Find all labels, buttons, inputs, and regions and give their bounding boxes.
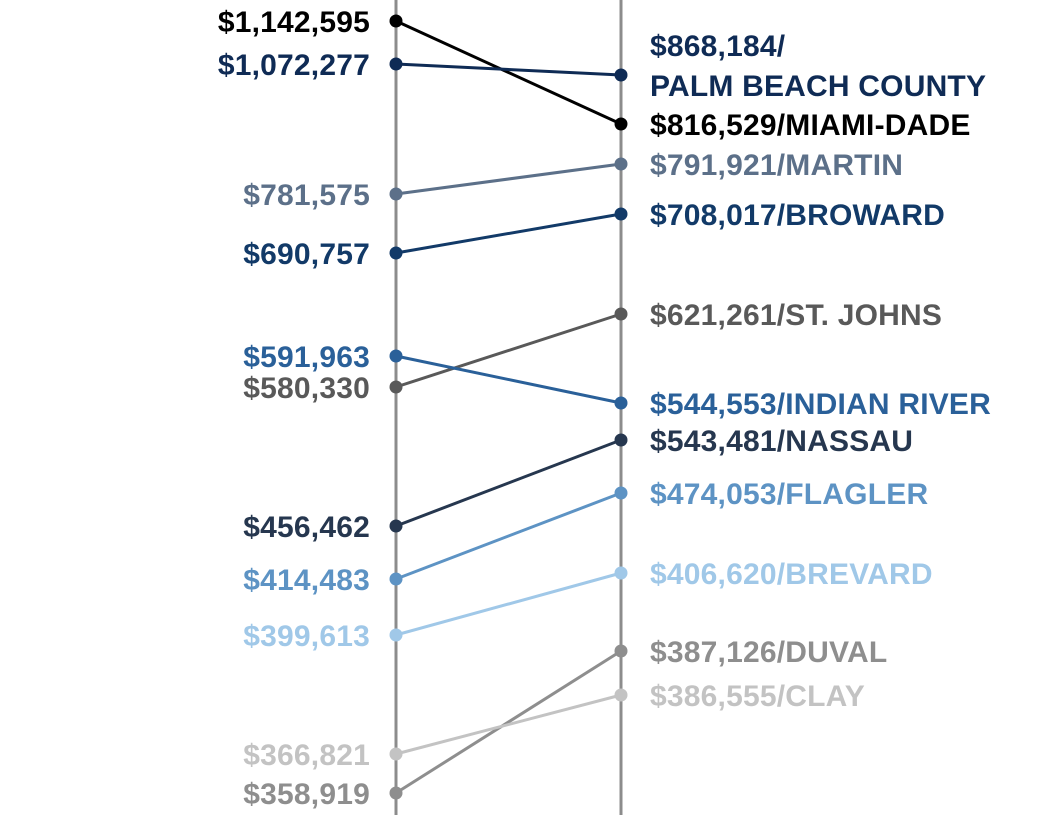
start-point-martin <box>389 187 403 201</box>
start-label-indian-river: $591,963 <box>243 341 370 374</box>
slope-line-broward <box>395 212 622 255</box>
start-label-duval: $358,919 <box>243 778 370 811</box>
start-label-clay: $366,821 <box>243 739 370 772</box>
end-point-st-johns <box>614 307 628 321</box>
start-point-flagler <box>389 572 403 586</box>
end-point-martin <box>614 157 628 171</box>
end-point-indian-river <box>614 396 628 410</box>
slope-lines <box>395 19 622 795</box>
start-point-broward <box>389 246 403 260</box>
end-label-duval: $387,126/DUVAL <box>650 636 887 669</box>
end-point-flagler <box>614 486 628 500</box>
end-label-palm-beach-county: $868,184/PALM BEACH COUNTY <box>650 30 986 103</box>
start-label-nassau: $456,462 <box>243 511 370 544</box>
start-point-palm-beach-county <box>389 57 403 71</box>
slope-labels: $1,142,595 $816,529/MIAMI-DADE $1,072,277 $… <box>218 6 991 811</box>
end-label-st-johns: $621,261/ST. JOHNS <box>650 299 942 332</box>
start-point-clay <box>389 747 403 761</box>
start-label-palm-beach-county: $1,072,277 <box>218 49 370 82</box>
end-label-martin: $791,921/MARTIN <box>650 149 903 182</box>
end-point-brevard <box>614 566 628 580</box>
end-point-nassau <box>614 433 628 447</box>
slope-line-indian-river <box>395 354 622 405</box>
end-label-brevard: $406,620/BREVARD <box>650 558 933 591</box>
slope-line-flagler <box>395 491 622 581</box>
start-label-broward: $690,757 <box>243 238 370 271</box>
end-point-miami-dade <box>614 117 628 131</box>
start-point-st-johns <box>389 380 403 394</box>
end-point-duval <box>614 644 628 658</box>
start-label-miami-dade: $1,142,595 <box>218 6 370 39</box>
slope-points <box>389 14 628 800</box>
end-point-palm-beach-county <box>614 68 628 82</box>
start-label-martin: $781,575 <box>243 179 370 212</box>
start-point-brevard <box>389 628 403 642</box>
start-label-flagler: $414,483 <box>243 564 370 597</box>
slope-line-palm-beach-county <box>395 62 622 77</box>
slope-line-clay <box>395 693 622 756</box>
slope-line-miami-dade <box>395 19 622 126</box>
end-label-broward: $708,017/BROWARD <box>650 199 945 232</box>
end-label-miami-dade: $816,529/MIAMI-DADE <box>650 109 971 142</box>
end-label-nassau: $543,481/NASSAU <box>650 425 913 458</box>
end-point-clay <box>614 688 628 702</box>
start-label-brevard: $399,613 <box>243 620 370 653</box>
slope-line-nassau <box>395 438 622 528</box>
slope-line-st-johns <box>395 312 622 389</box>
start-point-miami-dade <box>389 14 403 28</box>
start-point-nassau <box>389 519 403 533</box>
end-point-broward <box>614 207 628 221</box>
end-label-clay: $386,555/CLAY <box>650 680 865 713</box>
start-point-indian-river <box>389 349 403 363</box>
slope-line-brevard <box>395 571 622 637</box>
slope-line-martin <box>395 162 622 196</box>
start-point-duval <box>389 786 403 800</box>
slope-line-duval <box>395 649 622 795</box>
end-label-flagler: $474,053/FLAGLER <box>650 478 928 511</box>
end-label-indian-river: $544,553/INDIAN RIVER <box>650 388 991 421</box>
start-label-st-johns: $580,330 <box>243 372 370 405</box>
